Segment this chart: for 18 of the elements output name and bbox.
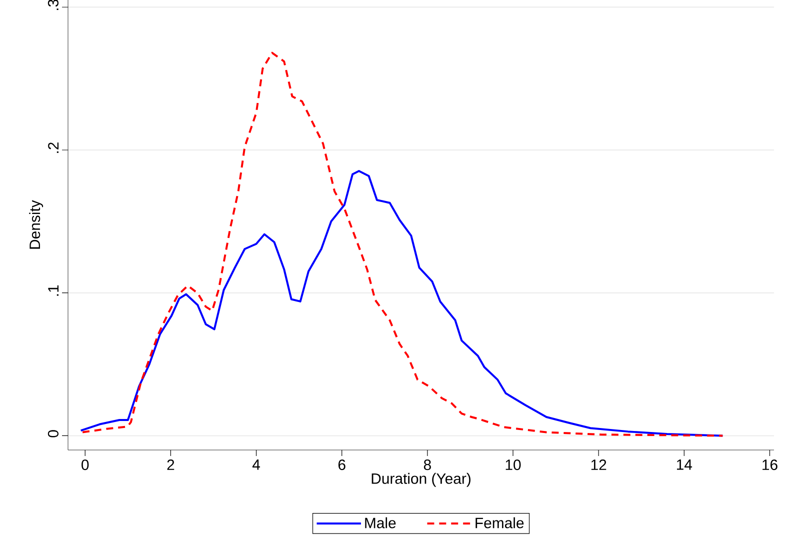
y-tick-label: .2 <box>48 142 59 153</box>
x-tick-label: 8 <box>424 459 431 470</box>
x-tick-label: 16 <box>762 459 778 470</box>
x-tick-label: 2 <box>167 459 174 470</box>
legend-label: Female <box>476 517 524 528</box>
y-tick-label: .1 <box>48 285 59 296</box>
x-axis-title: Duration (Year) <box>372 472 470 487</box>
y-axis-title: Density <box>29 200 44 249</box>
x-tick-label: 0 <box>82 459 89 470</box>
legend-label: Male <box>365 517 396 528</box>
x-tick-label: 4 <box>252 460 260 470</box>
line-series <box>82 52 724 437</box>
x-tick-label: 6 <box>338 459 346 470</box>
y-tick-label: 0 <box>48 430 58 438</box>
x-tick-label: 14 <box>676 460 692 470</box>
x-tick-label: 12 <box>591 459 606 470</box>
x-tick-label: 10 <box>506 459 521 470</box>
y-tick-label: .3 <box>48 0 58 10</box>
